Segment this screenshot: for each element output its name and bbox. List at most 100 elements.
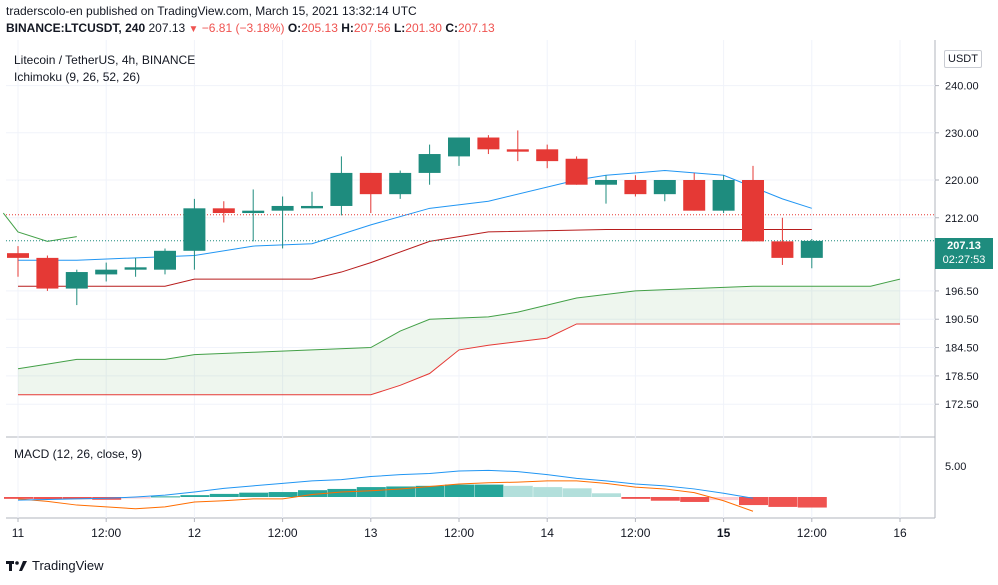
candle-body <box>389 172 412 195</box>
price-axis-label: 230.00 <box>945 128 979 140</box>
time-axis-label: 12:00 <box>797 526 827 540</box>
time-axis-label: 12:00 <box>91 526 121 540</box>
time-axis-label: 12:00 <box>268 526 298 540</box>
time-axis-label: 12:00 <box>620 526 650 540</box>
price-change: −6.81 (−3.18%) <box>201 21 285 35</box>
ichimoku-cloud <box>18 279 900 395</box>
price-axis-label: 240.00 <box>945 81 979 93</box>
candle-body <box>154 250 176 270</box>
tradingview-brand[interactable]: TradingView <box>6 558 104 573</box>
candle-body <box>477 137 500 150</box>
leading-span-a-line <box>17 278 901 370</box>
candle <box>212 201 235 223</box>
macd-histogram-bar <box>592 493 621 497</box>
symbol-ohlc-line: BINANCE:LTCUSDT, 240 207.13 ▼ −6.81 (−3.… <box>6 21 495 35</box>
macd-histogram-bar <box>533 487 563 497</box>
candle-body <box>595 180 617 185</box>
candle-body <box>771 241 794 258</box>
price-axis-label: 178.50 <box>945 371 979 383</box>
candle-body <box>183 208 206 251</box>
candle-body <box>301 205 323 209</box>
macd-histogram-bar <box>209 493 239 497</box>
macd-histogram-bar <box>650 497 680 501</box>
candle <box>477 135 500 155</box>
macd-histogram-bar <box>298 490 327 497</box>
price-axis-label: 212.00 <box>945 213 979 225</box>
price-axis-label: 190.50 <box>945 314 979 326</box>
candle <box>7 246 29 277</box>
ichimoku-legend[interactable]: Ichimoku (9, 26, 52, 26) <box>14 70 141 84</box>
publisher-line: traderscolo-en published on TradingView.… <box>6 4 417 18</box>
currency-button[interactable]: USDT <box>944 50 982 68</box>
macd-histogram-bar <box>4 497 33 499</box>
candle <box>624 175 647 197</box>
last-price-tag-value: 207.13 <box>947 240 981 252</box>
candle-body <box>565 158 588 185</box>
candle <box>712 175 735 214</box>
candle-body <box>271 205 294 211</box>
candle <box>330 156 353 216</box>
close-label: C: <box>445 21 458 35</box>
chart-canvas[interactable]: 240.00 230.00 220.00 212.00 196.50 190.50 184.… <box>0 40 998 550</box>
candle <box>95 262 118 282</box>
chikou-line <box>2 212 77 242</box>
high-value: 207.56 <box>353 21 391 35</box>
candle <box>183 198 206 270</box>
price-axis-label: 196.50 <box>945 286 979 298</box>
close-value: 207.13 <box>458 21 495 35</box>
price-axis-label: 220.00 <box>945 175 979 187</box>
macd-histogram-bar <box>797 497 827 508</box>
macd-histogram-bar <box>151 496 180 498</box>
leading-span-b-line <box>18 323 900 396</box>
symbol[interactable]: BINANCE:LTCUSDT, 240 <box>6 21 146 35</box>
candle-body <box>124 267 147 270</box>
macd-histogram-bar <box>680 497 710 502</box>
candle <box>389 170 412 199</box>
macd-histogram-bar <box>386 486 416 497</box>
candle-body <box>359 172 382 195</box>
price-pane <box>6 40 935 436</box>
candle <box>653 180 676 202</box>
candle-body <box>65 272 88 289</box>
time-axis-label: 13 <box>364 526 378 540</box>
low-value: 201.30 <box>405 21 442 35</box>
open-label: O: <box>287 21 302 35</box>
candle <box>800 239 823 269</box>
candle <box>301 191 323 209</box>
candle-body <box>683 180 706 211</box>
candle <box>65 269 88 306</box>
chart-title: Litecoin / TetherUS, 4h, BINANCE <box>14 53 196 67</box>
macd-histogram-bar <box>768 497 798 507</box>
candle-body <box>448 137 470 157</box>
macd-histogram-bar <box>709 497 739 501</box>
candle-body <box>800 240 823 258</box>
candle <box>742 165 764 242</box>
candle <box>359 172 382 214</box>
candle-body <box>506 149 529 152</box>
macd-axis-label: 5.00 <box>945 461 966 473</box>
candle-body <box>330 172 353 206</box>
bar-countdown: 02:27:53 <box>942 254 986 266</box>
candle-body <box>212 208 235 214</box>
open-value: 205.13 <box>301 21 338 35</box>
candle-body <box>95 269 118 275</box>
time-axis-label: 16 <box>893 526 907 540</box>
price-axis-label: 184.50 <box>945 343 979 355</box>
time-axis-label: 12:00 <box>444 526 474 540</box>
macd-histogram-bar <box>621 497 651 499</box>
candle <box>242 189 265 242</box>
candle-body <box>536 149 559 162</box>
macd-legend[interactable]: MACD (12, 26, close, 9) <box>14 447 143 461</box>
time-axis-label: 14 <box>541 526 555 540</box>
macd-histogram-bar <box>239 492 269 497</box>
macd-histogram-bar <box>503 485 533 497</box>
macd-line <box>17 469 754 501</box>
kijun-line <box>18 229 812 287</box>
macd-histogram-bar <box>327 488 357 497</box>
candle <box>154 248 176 275</box>
macd-histogram-bar <box>474 484 504 497</box>
time-axis-label: 15 <box>717 526 731 540</box>
candle <box>683 172 706 211</box>
macd-histogram-bar <box>121 497 151 499</box>
macd-histogram-bar <box>445 484 474 497</box>
